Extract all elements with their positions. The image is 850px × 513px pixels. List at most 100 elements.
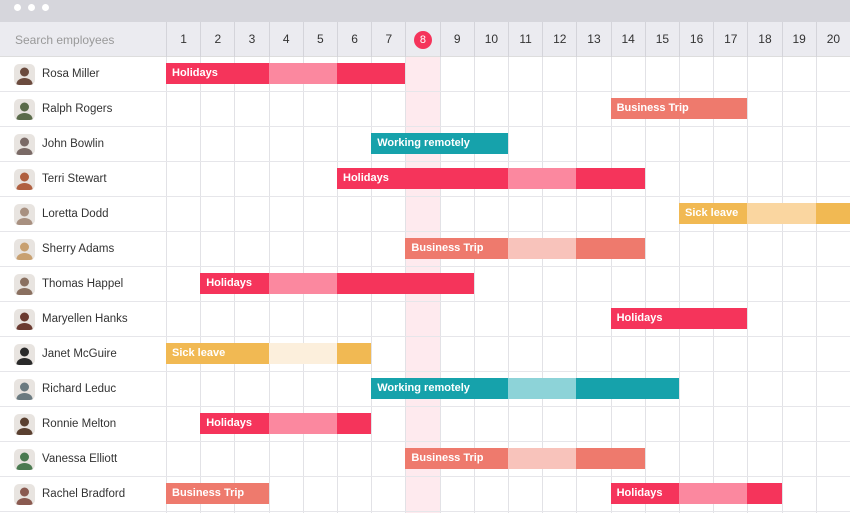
day-header-11[interactable]: 11	[508, 22, 542, 57]
window-maximize-dot[interactable]	[42, 4, 49, 11]
avatar	[14, 449, 35, 470]
event-bar-segment[interactable]	[508, 238, 577, 259]
event-bar-segment[interactable]	[337, 63, 406, 84]
event-bar-segment[interactable]	[679, 203, 748, 224]
event-bar-segment[interactable]	[405, 238, 508, 259]
event-bar-segment[interactable]	[337, 343, 372, 364]
event-bar-segment[interactable]	[610, 308, 748, 329]
employee-row[interactable]: John Bowlin	[0, 127, 166, 162]
day-header-10[interactable]: 10	[473, 22, 508, 57]
window-close-dot[interactable]	[14, 4, 21, 11]
event-bar-segment[interactable]	[166, 343, 269, 364]
avatar	[14, 344, 35, 365]
event-bar-segment[interactable]	[268, 413, 337, 434]
grid-column-line	[576, 57, 578, 513]
day-header-7[interactable]: 7	[371, 22, 405, 57]
event-bar-segment[interactable]	[508, 448, 577, 469]
grid-row-line	[0, 511, 850, 512]
event-bar-segment[interactable]	[576, 448, 645, 469]
grid-column-line	[747, 57, 749, 513]
event-bar-segment[interactable]	[610, 483, 679, 504]
event-bar-segment[interactable]	[268, 273, 337, 294]
day-header-17[interactable]: 17	[713, 22, 747, 57]
day-header-6[interactable]: 6	[337, 22, 371, 57]
employee-row[interactable]: Ralph Rogers	[0, 92, 166, 127]
event-bar-segment[interactable]	[508, 378, 577, 399]
event-bar-segment[interactable]	[337, 413, 372, 434]
grid-row-line	[0, 231, 850, 232]
event-bar-segment[interactable]	[508, 168, 577, 189]
employee-name: Sherry Adams	[42, 243, 115, 255]
employee-row[interactable]: Maryellen Hanks	[0, 302, 166, 337]
event-bar-segment[interactable]	[576, 168, 645, 189]
day-header-18[interactable]: 18	[747, 22, 781, 57]
event-bar-segment[interactable]	[576, 378, 679, 399]
employee-name: Loretta Dodd	[42, 208, 109, 220]
event-bar-segment[interactable]	[200, 273, 269, 294]
event-bar-segment[interactable]	[166, 63, 269, 84]
event-bar-segment[interactable]	[576, 238, 645, 259]
event-bar-segment[interactable]	[371, 378, 508, 399]
day-header-14[interactable]: 14	[610, 22, 645, 57]
day-header-5[interactable]: 5	[302, 22, 337, 57]
employee-row[interactable]: Rosa Miller	[0, 57, 166, 92]
event-bar-segment[interactable]	[337, 168, 508, 189]
employee-row[interactable]: Richard Leduc	[0, 372, 166, 407]
employee-row[interactable]: Janet McGuire	[0, 337, 166, 372]
day-header-12[interactable]: 12	[542, 22, 576, 57]
avatar	[14, 414, 35, 435]
search-employees-input[interactable]	[0, 22, 166, 57]
day-header-15[interactable]: 15	[644, 22, 679, 57]
grid-row-line	[0, 161, 850, 162]
employee-name: Terri Stewart	[42, 173, 107, 185]
event-bar-segment[interactable]	[747, 483, 782, 504]
employee-row[interactable]: Ronnie Melton	[0, 407, 166, 442]
event-bar-segment[interactable]	[337, 273, 474, 294]
employee-name: Rachel Bradford	[42, 488, 126, 500]
employee-row[interactable]: Rachel Bradford	[0, 477, 166, 512]
employee-name: Thomas Happel	[42, 278, 124, 290]
window-minimize-dot[interactable]	[28, 4, 35, 11]
event-bar-segment[interactable]	[679, 483, 748, 504]
avatar	[14, 239, 35, 260]
grid-column-line	[542, 57, 544, 513]
day-number: 9	[453, 32, 461, 46]
day-header-3[interactable]: 3	[234, 22, 268, 57]
day-header-4[interactable]: 4	[268, 22, 303, 57]
day-header-16[interactable]: 16	[679, 22, 713, 57]
day-header-8[interactable]: 8	[405, 22, 439, 57]
event-bar-segment[interactable]	[268, 63, 337, 84]
day-header-20[interactable]: 20	[815, 22, 850, 57]
day-number: 19	[792, 32, 806, 46]
grid-row-line	[0, 301, 850, 302]
grid-row-line	[0, 406, 850, 407]
event-bar-segment[interactable]	[268, 343, 337, 364]
employee-row[interactable]: Loretta Dodd	[0, 197, 166, 232]
employee-name: Vanessa Elliott	[42, 453, 118, 465]
event-bar-segment[interactable]	[371, 133, 508, 154]
grid-row-line	[0, 336, 850, 337]
day-number: 6	[351, 32, 358, 46]
employee-row[interactable]: Terri Stewart	[0, 162, 166, 197]
event-bar-segment[interactable]	[200, 413, 269, 434]
day-number: 12	[553, 32, 567, 46]
grid-column-line	[473, 57, 475, 513]
day-number: 4	[282, 32, 290, 46]
day-header-13[interactable]: 13	[576, 22, 610, 57]
event-bar-segment[interactable]	[610, 98, 748, 119]
event-bar-segment[interactable]	[166, 483, 269, 504]
day-header-19[interactable]: 19	[781, 22, 816, 57]
event-bar-segment[interactable]	[747, 203, 816, 224]
day-number: 10	[484, 32, 499, 46]
employee-row[interactable]: Thomas Happel	[0, 267, 166, 302]
day-number: 2	[214, 32, 222, 46]
day-header-9[interactable]: 9	[439, 22, 474, 57]
event-bar-segment[interactable]	[815, 203, 850, 224]
avatar	[14, 134, 35, 155]
event-bar-segment[interactable]	[405, 448, 508, 469]
day-header-2[interactable]: 2	[200, 22, 234, 57]
day-header-1[interactable]: 1	[166, 22, 200, 57]
employee-row[interactable]: Vanessa Elliott	[0, 442, 166, 477]
employee-row[interactable]: Sherry Adams	[0, 232, 166, 267]
